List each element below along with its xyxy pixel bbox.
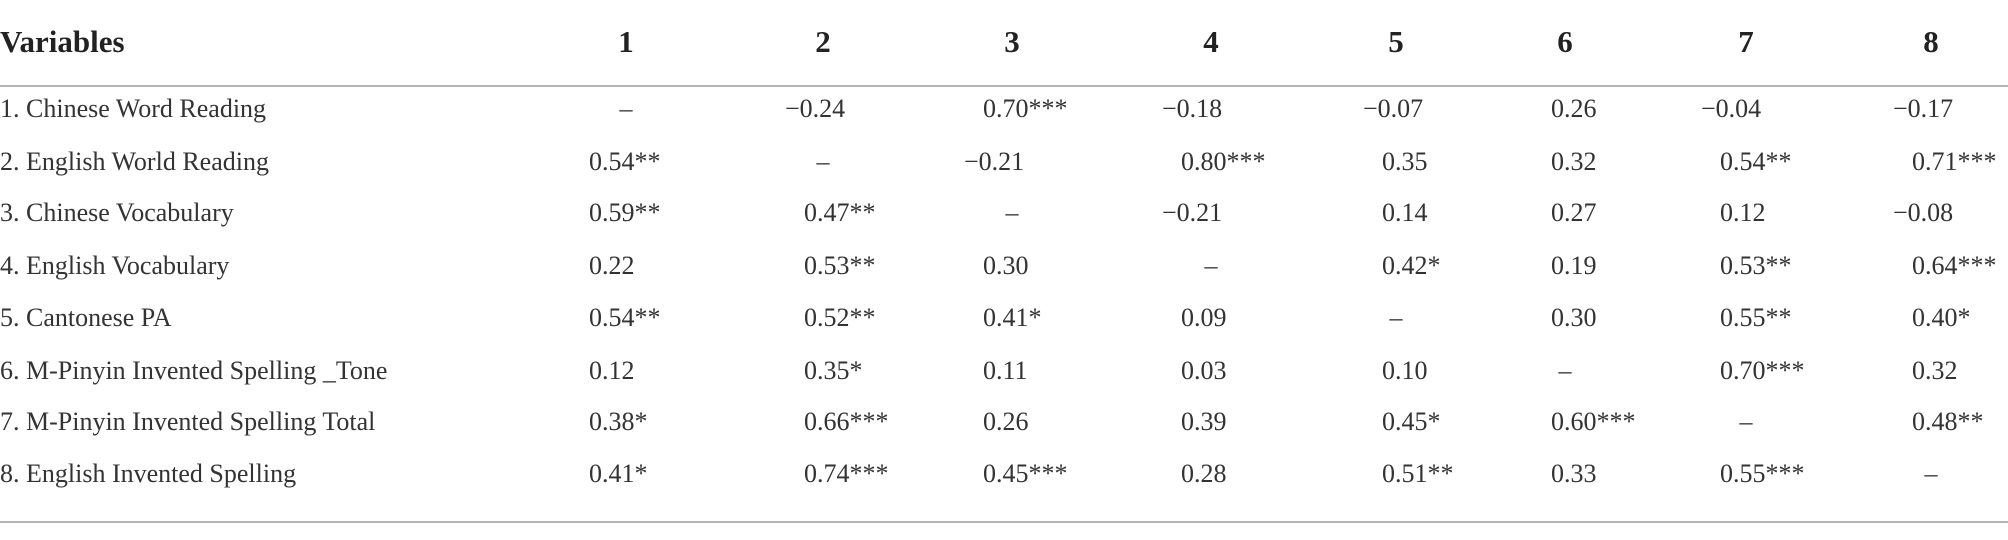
table-cell: −0.17 [1893, 94, 1953, 123]
row-label: 7. M-Pinyin Invented Spelling Total [0, 407, 375, 436]
row-label: 6. M-Pinyin Invented Spelling _Tone [0, 356, 387, 385]
table-cell: 0.11 [983, 356, 1028, 385]
table-cell: −0.04 [1701, 94, 1761, 123]
table-cell: 0.45* [1382, 407, 1441, 436]
table-cell: −0.08 [1893, 198, 1953, 227]
table-cell: – [1924, 459, 1939, 488]
table-cell: 0.47** [804, 198, 876, 227]
table-cell: 0.32 [1551, 147, 1597, 176]
header-cell: 5 [1388, 24, 1404, 59]
table-cell: 0.12 [589, 356, 635, 385]
table-cell: −0.24 [785, 94, 845, 123]
table-cell: 0.40* [1912, 303, 1971, 332]
table-cell: 0.10 [1382, 356, 1428, 385]
table-cell: – [1204, 251, 1219, 280]
table-cell: 0.30 [1551, 303, 1597, 332]
table-cell: 0.80*** [1181, 147, 1266, 176]
table-cell: – [619, 94, 634, 123]
table-cell: −0.21 [964, 147, 1024, 176]
header-cell: Variables [0, 24, 125, 59]
table-cell: 0.54** [1720, 147, 1792, 176]
table-cell: 0.70*** [1720, 356, 1805, 385]
table-cell: – [1739, 407, 1754, 436]
table-cell: −0.21 [1162, 198, 1222, 227]
table-cell: 0.51** [1382, 459, 1454, 488]
table-cell: 0.64*** [1912, 251, 1997, 280]
table-cell: 0.42* [1382, 251, 1441, 280]
table-cell: 0.30 [983, 251, 1029, 280]
table-cell: 0.71*** [1912, 147, 1997, 176]
table-cell: 0.48** [1912, 407, 1984, 436]
table-cell: 0.53** [804, 251, 876, 280]
table-cell: 0.33 [1551, 459, 1597, 488]
header-cell: 1 [618, 24, 634, 59]
table-cell: 0.26 [1551, 94, 1597, 123]
table-cell: 0.70*** [983, 94, 1068, 123]
header-cell: 7 [1738, 24, 1754, 59]
table-cell: 0.14 [1382, 198, 1428, 227]
row-label: 5. Cantonese PA [0, 303, 172, 332]
table-cell: 0.54** [589, 303, 661, 332]
table-cell: 0.22 [589, 251, 635, 280]
table-cell: 0.32 [1912, 356, 1958, 385]
table-cell: 0.28 [1181, 459, 1227, 488]
table-cell: 0.38* [589, 407, 648, 436]
row-label: 2. English World Reading [0, 147, 269, 176]
table-cell: – [1558, 356, 1573, 385]
table-cell: 0.39 [1181, 407, 1227, 436]
table-cell: – [1389, 303, 1404, 332]
table-cell: 0.53** [1720, 251, 1792, 280]
table-cell: 0.19 [1551, 251, 1597, 280]
table-cell: 0.09 [1181, 303, 1227, 332]
table-cell: 0.41* [589, 459, 648, 488]
table-cell: 0.74*** [804, 459, 889, 488]
header-cell: 3 [1004, 24, 1020, 59]
table-cell: 0.03 [1181, 356, 1227, 385]
header-cell: 8 [1923, 24, 1939, 59]
table-cell: 0.54** [589, 147, 661, 176]
table-cell: 0.66*** [804, 407, 889, 436]
table-cell: 0.27 [1551, 198, 1597, 227]
table-cell: 0.35* [804, 356, 863, 385]
table-cell: 0.55** [1720, 303, 1792, 332]
header-cell: 4 [1203, 24, 1219, 59]
table-cell: 0.52** [804, 303, 876, 332]
table-cell: 0.45*** [983, 459, 1068, 488]
table-cell: −0.07 [1363, 94, 1423, 123]
row-label: 1. Chinese Word Reading [0, 94, 266, 123]
table-cell: – [816, 147, 831, 176]
header-cell: 2 [815, 24, 831, 59]
table-cell: 0.59** [589, 198, 661, 227]
row-label: 8. English Invented Spelling [0, 459, 296, 488]
header-cell: 6 [1557, 24, 1573, 59]
table-cell: 0.35 [1382, 147, 1428, 176]
row-label: 3. Chinese Vocabulary [0, 198, 234, 227]
table-cell: 0.26 [983, 407, 1029, 436]
row-label: 4. English Vocabulary [0, 251, 229, 280]
table-cell: 0.12 [1720, 198, 1766, 227]
table-cell: 0.41* [983, 303, 1042, 332]
table-cell: – [1005, 198, 1020, 227]
table-cell: −0.18 [1162, 94, 1222, 123]
table-cell: 0.60*** [1551, 407, 1636, 436]
table-cell: 0.55*** [1720, 459, 1805, 488]
